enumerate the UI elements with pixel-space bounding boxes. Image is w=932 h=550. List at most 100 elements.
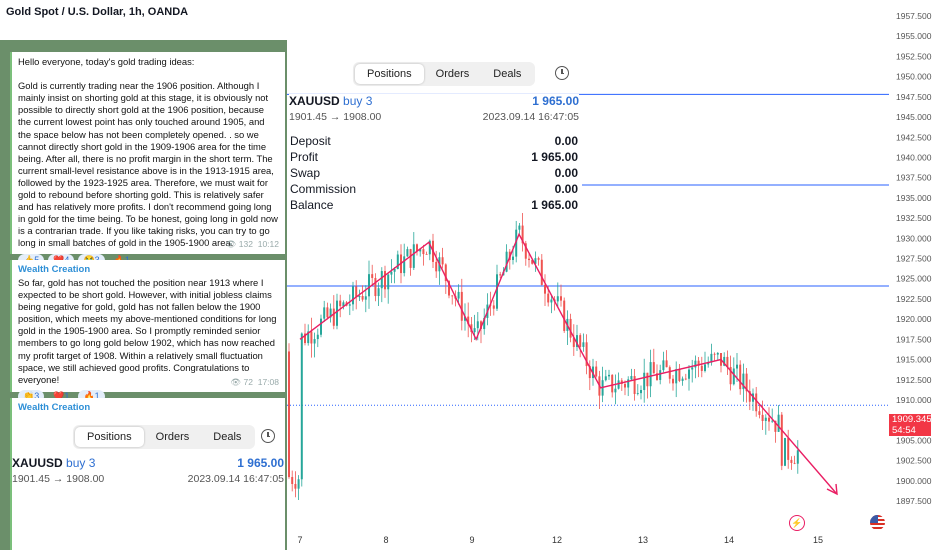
candle-body <box>294 483 297 489</box>
positions-tabs: Positions Orders Deals <box>353 62 536 86</box>
candle-body <box>678 369 681 381</box>
candle-body <box>608 374 610 377</box>
candle-body <box>371 274 374 278</box>
chat-message-screenshot[interactable]: Wealth Creation Positions Orders Deals X… <box>10 398 285 550</box>
account-row-balance: Balance 1 965.00 <box>286 197 582 213</box>
candle-body <box>572 337 575 347</box>
message-time: 10:12 <box>257 239 279 249</box>
sender-name[interactable]: Wealth Creation <box>18 402 91 413</box>
price-tick-label: 1920.000 <box>896 314 932 324</box>
candle-body <box>451 295 454 297</box>
account-value: 0.00 <box>554 134 578 148</box>
candle-body <box>448 281 450 296</box>
trade-row[interactable]: XAUUSD buy 3 1 965.00 1901.45 → 1908.00 … <box>289 94 579 128</box>
candle-body <box>460 291 463 321</box>
trade-row[interactable]: XAUUSD buy 3 1 965.00 1901.45 → 1908.00 … <box>12 456 284 490</box>
candle-body <box>316 334 319 340</box>
candle-body <box>348 304 351 306</box>
candle-body <box>374 277 377 297</box>
message-text: Hello everyone, today's gold trading ide… <box>18 56 278 249</box>
date-tick-label: 15 <box>813 535 823 545</box>
message-time: 17:08 <box>257 377 279 387</box>
tab-positions[interactable]: Positions <box>355 64 424 84</box>
history-clock-icon[interactable] <box>555 66 569 80</box>
chat-message[interactable]: Wealth Creation So far, gold has not tou… <box>10 260 285 403</box>
trade-direction: buy 3 <box>66 456 96 470</box>
candle-body <box>480 321 482 330</box>
trade-price-move: 1901.45 → 1908.00 <box>12 473 105 485</box>
candle-body <box>483 317 486 330</box>
candle-body <box>457 291 460 299</box>
chat-message[interactable]: Hello everyone, today's gold trading ide… <box>10 52 285 267</box>
price-tick-label: 1932.500 <box>896 213 932 223</box>
account-row-commission: Commission 0.00 <box>286 181 582 197</box>
candle-body <box>323 307 326 319</box>
candle-body <box>521 225 524 244</box>
tab-deals[interactable]: Deals <box>493 68 522 80</box>
tab-orders[interactable]: Orders <box>435 68 470 80</box>
candle-body <box>604 376 607 381</box>
bar-countdown: 54:54 <box>892 425 916 436</box>
candle-body <box>355 286 358 298</box>
candle-body <box>310 331 313 344</box>
candle-body <box>544 284 546 294</box>
price-tick-label: 1950.000 <box>896 72 932 82</box>
price-tick-label: 1905.000 <box>896 435 932 445</box>
trade-symbol: XAUUSD <box>289 94 340 108</box>
candle-body <box>732 368 735 385</box>
lightning-icon[interactable]: ⚡ <box>789 515 805 531</box>
price-tick-label: 1915.000 <box>896 355 932 365</box>
candle-body <box>515 229 518 257</box>
candle-body <box>774 420 777 432</box>
tab-orders[interactable]: Orders <box>155 431 190 443</box>
trade-symbol: XAUUSD <box>12 456 63 470</box>
candle-body <box>716 352 719 355</box>
date-tick-label: 14 <box>724 535 734 545</box>
date-tick-label: 13 <box>638 535 648 545</box>
candle-body <box>576 335 578 347</box>
reaction-chip[interactable]: ❤️1 <box>53 390 70 401</box>
price-tick-label: 1917.500 <box>896 334 932 344</box>
candle-body <box>745 373 748 392</box>
candle-body <box>780 414 783 466</box>
candle-body <box>748 391 751 402</box>
candle-body <box>764 417 767 421</box>
history-clock-icon[interactable] <box>261 429 275 443</box>
tab-positions[interactable]: Positions <box>75 427 144 447</box>
candle-body <box>585 342 588 367</box>
sender-name[interactable]: Wealth Creation <box>18 264 91 275</box>
date-tick-label: 12 <box>552 535 562 545</box>
reaction-chip[interactable]: 🔥1 <box>109 254 135 267</box>
candle-body <box>390 271 393 275</box>
candle-body <box>505 251 508 272</box>
account-label: Profit <box>290 150 319 164</box>
trade-amount: 1 965.00 <box>237 456 284 470</box>
candle-body <box>736 364 738 369</box>
candle-body <box>668 367 671 379</box>
candle-body <box>793 462 796 464</box>
candle-body <box>595 366 598 377</box>
tab-deals[interactable]: Deals <box>213 431 242 443</box>
candle-body <box>723 356 726 366</box>
candle-body <box>425 254 428 255</box>
price-tick-label: 1935.000 <box>896 193 932 203</box>
candle-body <box>681 378 684 381</box>
us-flag-icon[interactable] <box>870 515 885 530</box>
candle-body <box>796 450 799 464</box>
zigzag-arrowhead <box>826 483 838 496</box>
candle-body <box>403 256 406 274</box>
account-label: Deposit <box>290 134 331 148</box>
candle-body <box>361 296 364 300</box>
price-tick-label: 1900.000 <box>896 476 932 486</box>
price-tick-label: 1952.500 <box>896 51 932 61</box>
price-tick-label: 1925.000 <box>896 274 932 284</box>
candle-body <box>384 271 386 290</box>
candle-body <box>556 296 559 302</box>
account-row-swap: Swap 0.00 <box>286 165 582 181</box>
candle-body <box>313 339 316 344</box>
date-tick-label: 7 <box>297 535 302 545</box>
chat-panel[interactable]: Hello everyone, today's gold trading ide… <box>0 40 287 550</box>
price-tick-label: 1922.500 <box>896 294 932 304</box>
account-value: 0.00 <box>554 166 578 180</box>
